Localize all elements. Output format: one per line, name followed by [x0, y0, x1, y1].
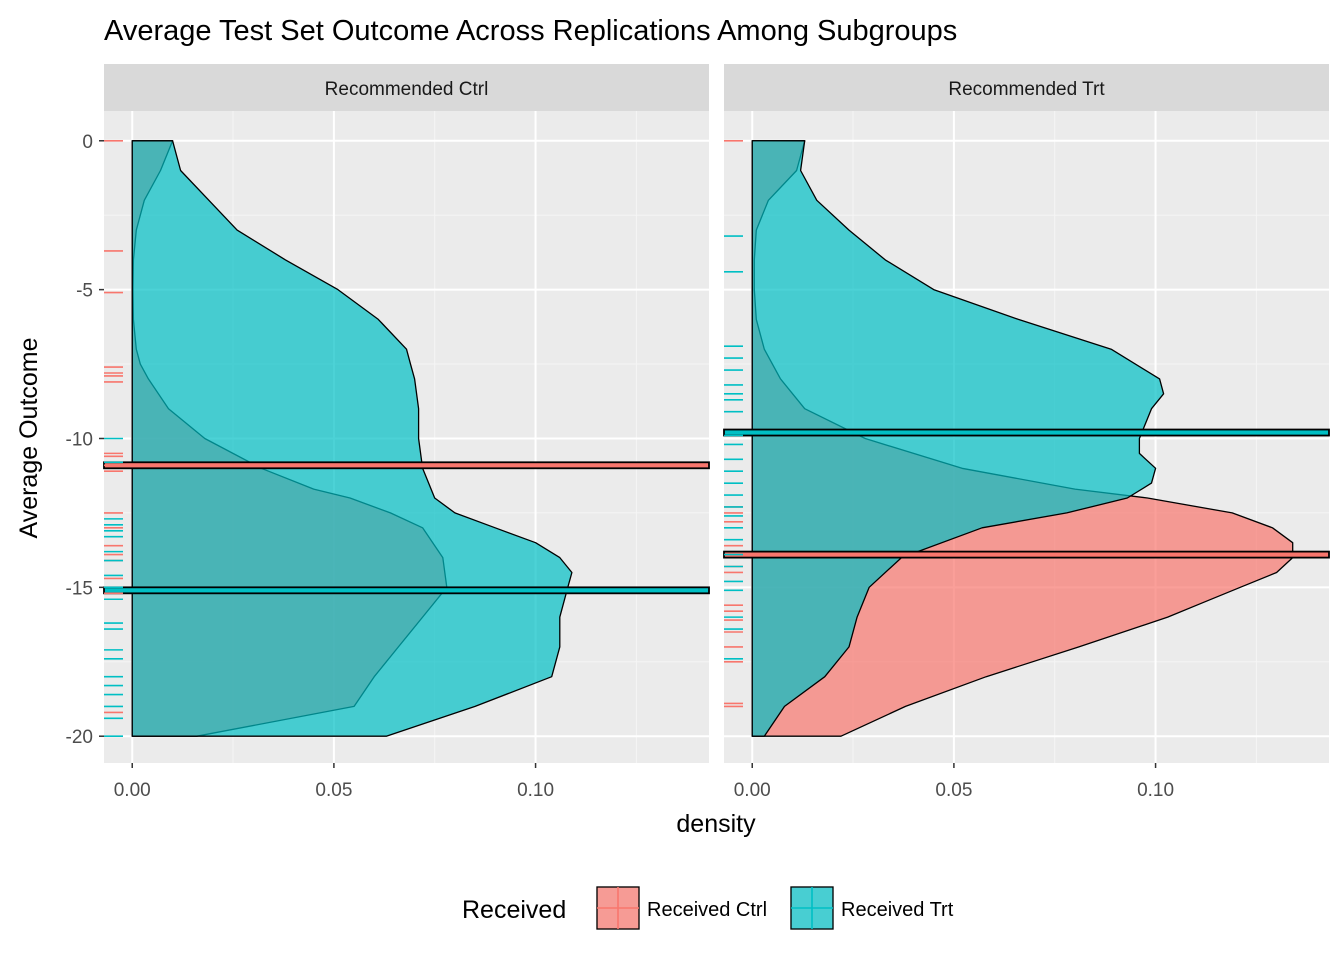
y-axis-title: Average Outcome [15, 337, 43, 538]
mean-line-received-trt [723, 428, 1330, 437]
x-axis-title: density [676, 810, 756, 838]
mean-line-received-ctrl [103, 461, 710, 470]
y-tick-label: -15 [66, 578, 93, 599]
y-axis: 0 -5 -10 -15 -20 [66, 132, 104, 748]
panel-0: Recommended Ctrl 0.00 0.05 0.10 [103, 64, 710, 801]
legend: Received Received Ctrl Received Trt [462, 886, 954, 930]
legend-label: Received Trt [841, 899, 954, 921]
facet-strip [104, 64, 709, 111]
x-tick-label: 0.05 [315, 780, 352, 801]
facet-strip-label: Recommended Ctrl [325, 79, 489, 100]
density-area-received-trt [751, 140, 1165, 737]
x-tick-label: 0.00 [734, 780, 771, 801]
y-tick-label: -5 [76, 281, 93, 302]
mean-line-received-trt [103, 586, 710, 595]
facet-strip-label: Recommended Trt [948, 79, 1105, 100]
legend-title: Received [462, 896, 566, 924]
x-tick-label: 0.00 [114, 780, 151, 801]
mean-line-received-ctrl [723, 550, 1330, 559]
y-tick-label: -10 [66, 429, 93, 450]
facet-strip [724, 64, 1329, 111]
panel-1: Recommended Trt 0.00 0.05 0.10 [723, 64, 1330, 801]
x-tick-label: 0.10 [517, 780, 554, 801]
y-tick-label: 0 [82, 132, 93, 153]
legend-label: Received Ctrl [647, 899, 767, 921]
x-tick-label: 0.10 [1137, 780, 1174, 801]
x-tick-label: 0.05 [935, 780, 972, 801]
y-tick-label: -20 [66, 727, 93, 748]
chart-title: Average Test Set Outcome Across Replicat… [104, 15, 957, 47]
